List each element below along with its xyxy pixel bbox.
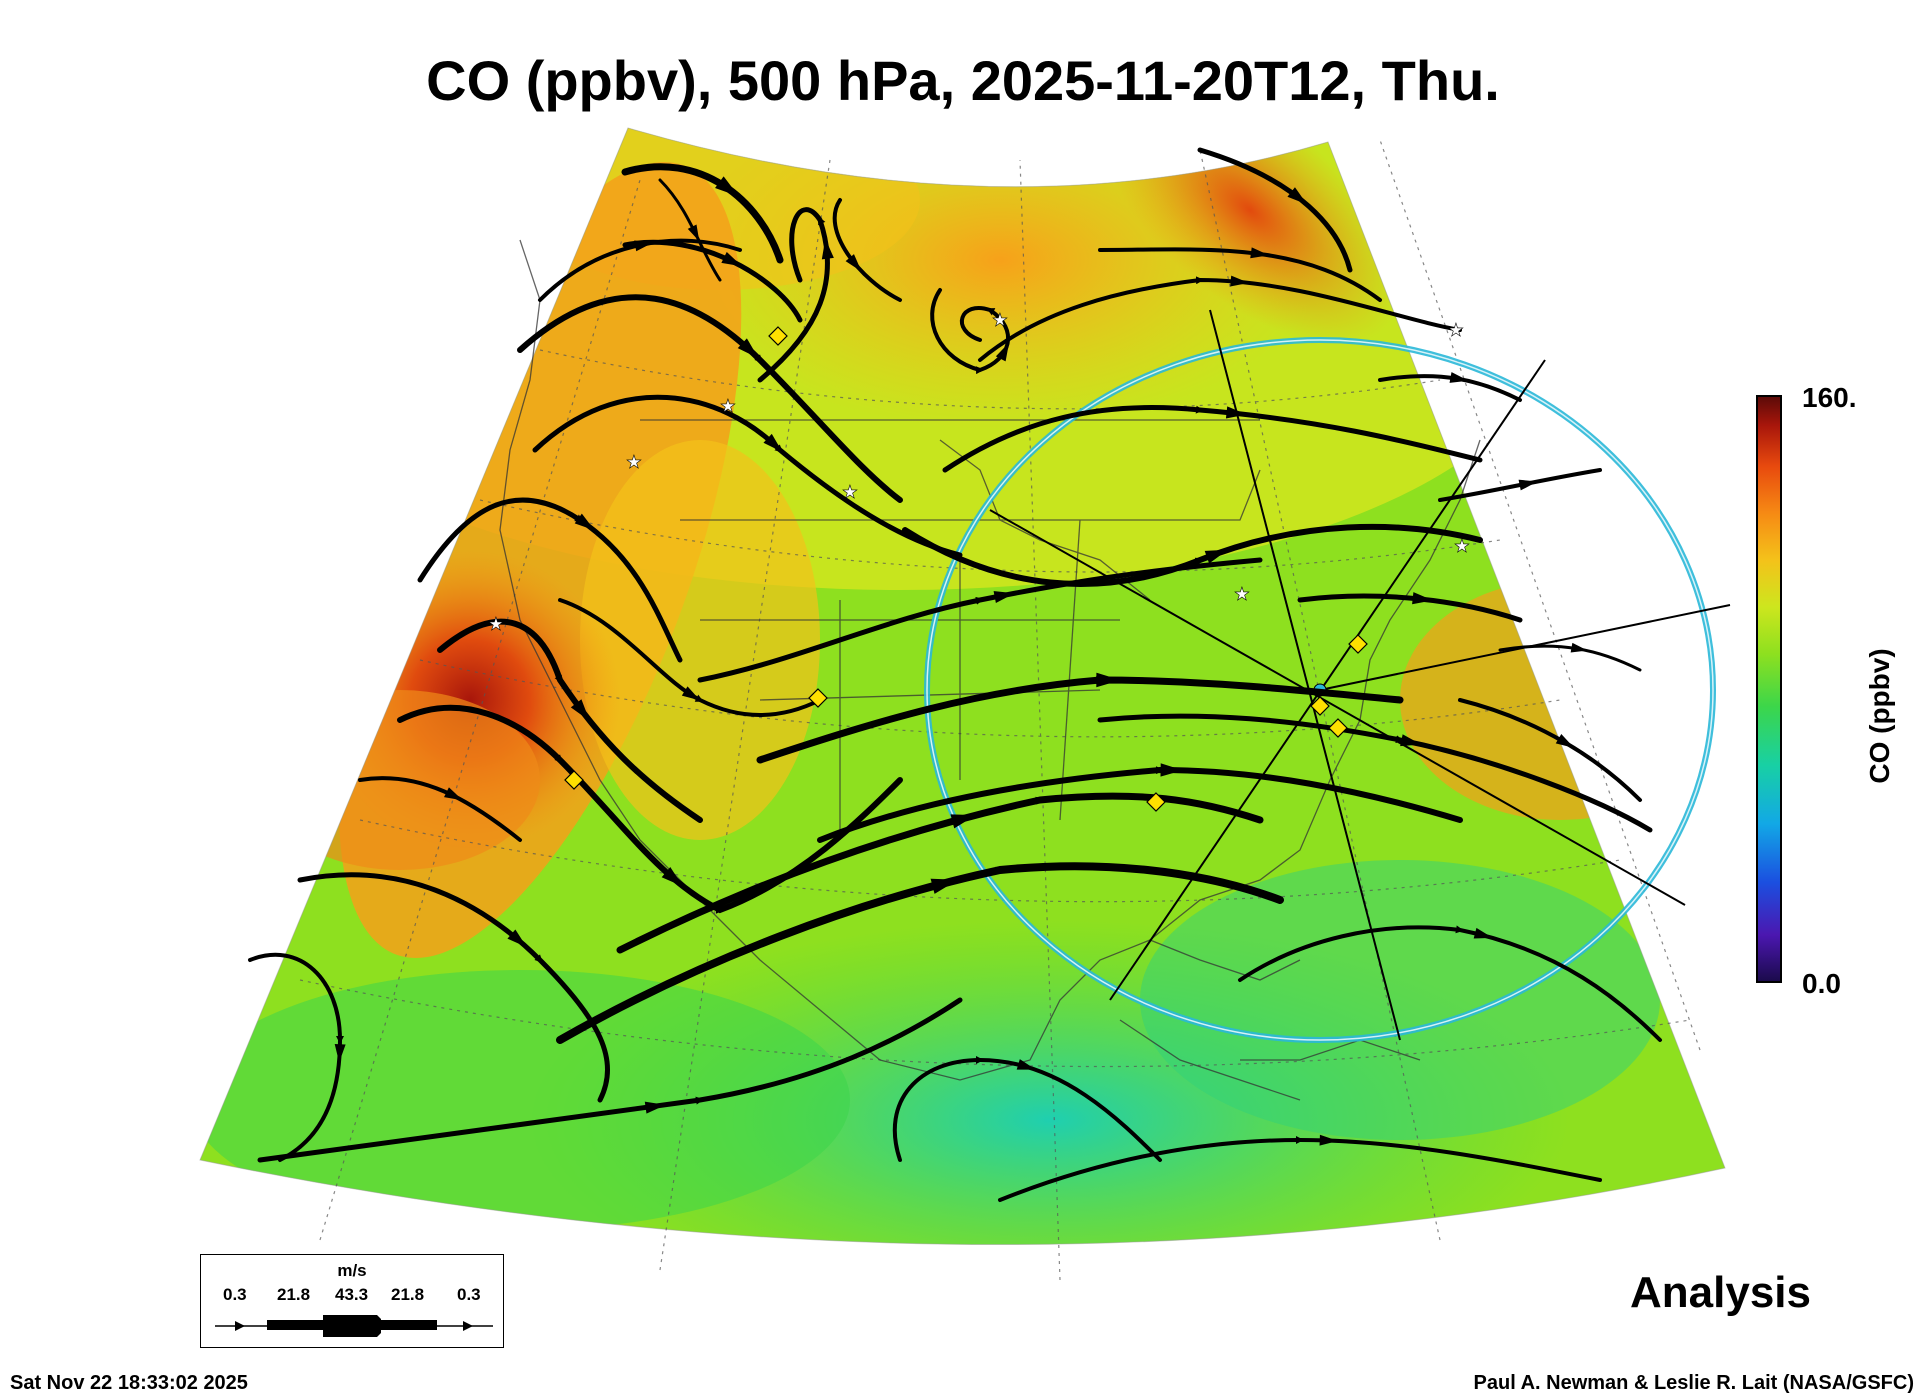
stations: ★ ★ ★ ★ ★ ★ ★ ★ [488,310,1470,812]
streamline [558,598,822,717]
streamline-arrow-icon [507,929,527,948]
streamline-arrow-icon [1250,247,1270,259]
streamline [556,862,1284,1044]
streamline-arrow-icon [763,433,783,453]
streamline [817,766,1463,843]
streamline [1097,713,1653,833]
streamline [1238,925,1662,1042]
station-diamond-icon [1328,718,1348,738]
streamline [257,997,963,1163]
streamline [1197,147,1353,273]
vector-legend-value: 0.3 [223,1285,247,1304]
station-diamond-icon [808,688,828,708]
streamline-arrow-icon [950,814,976,829]
footer-timestamp: Sat Nov 22 18:33:02 2025 [10,1372,248,1394]
vector-legend-value: 21.8 [391,1285,425,1304]
streamline-arrow-icon [995,342,1010,362]
station-star-icon: ★ [488,614,504,635]
colorbar [1756,395,1782,983]
streamline-arrow-icon [930,878,958,894]
streamline [1098,247,1382,302]
co-field [200,128,1725,1245]
streamline-arrow-icon [715,176,739,197]
streamline-arrow-icon [1412,592,1433,605]
vector-legend-value: 21.8 [277,1285,311,1304]
streamline-arrow-icon [1319,1134,1338,1146]
streamline [248,952,344,1162]
streamline [892,1055,1162,1162]
streamlines [248,147,1662,1202]
streamline-arrow-icon [1287,187,1308,205]
station-star-icon: ★ [1234,584,1250,605]
station-diamond-icon [768,326,788,346]
streamline-arrow-icon [993,591,1015,604]
vector-legend-unit: m/s [337,1261,367,1280]
streamline-arrow-icon [574,513,595,531]
streamline [978,276,1462,362]
station-star-icon: ★ [1454,536,1470,557]
streamline-arrow-icon [681,686,701,701]
station-star-icon: ★ [720,396,736,417]
streamline-arrow-icon [634,240,654,252]
streamline-arrow-icon [737,338,759,359]
streamline-arrow-icon [644,1101,666,1114]
station-star-icon: ★ [1448,320,1464,341]
streamline-arrow-icon [1570,642,1588,653]
station-star-icon: ★ [626,452,642,473]
streamline-arrow-icon [1230,275,1249,287]
station-diamond-icon [1310,696,1330,716]
streamline [397,704,903,914]
streamline-arrow-icon [570,699,590,721]
streamline-arrow-icon [1555,733,1575,748]
streamline-arrow-icon [721,251,743,267]
streamline-arrow-icon [1096,672,1121,688]
streamline-arrow-icon [1400,734,1422,747]
streamline-arrow-icon [1225,406,1247,419]
streamline [697,557,1263,683]
streamline [757,207,830,383]
station-star-icon: ★ [842,482,858,503]
vector-legend: m/s 0.3 21.8 43.3 21.8 0.3 [200,1254,504,1348]
vector-legend-value: 43.3 [335,1285,369,1304]
trajectory-ring [924,337,1716,1043]
station-star-icon: ★ [992,310,1008,331]
streamline-arrow-icon [1204,549,1228,564]
streamline-arrow-icon [1160,763,1183,777]
streamline-arrow-icon [845,254,862,272]
streamline [358,776,522,842]
colorbar-title: CO (ppbv) [1864,648,1895,784]
colorbar-max-label: 160. [1802,382,1857,413]
streamline-arrow-icon [444,787,463,801]
station-diamond-icon [564,770,584,790]
station-diamond-icon [1348,634,1368,654]
streamline-arrow-icon [1473,927,1493,939]
vector-legend-value: 0.3 [457,1285,481,1304]
footer-credit: Paul A. Newman & Leslie R. Lait (NASA/GS… [1473,1372,1914,1394]
streamline-arrow-icon [821,238,834,260]
streamline-arrow-icon [661,867,683,887]
streamline [942,405,1483,473]
status-label: Analysis [1630,1268,1811,1317]
streamline [902,523,1483,587]
streamline [616,792,1264,954]
streamline-arrow-icon [334,1043,346,1063]
streamline-arrow-icon [1518,479,1538,491]
streamline-arrow-icon [1449,372,1469,383]
streamline-arrow-icon [1016,1059,1036,1070]
station-diamond-icon [1146,792,1166,812]
colorbar-min-label: 0.0 [1802,968,1841,999]
streamline [832,198,902,302]
streamline [998,1136,1602,1202]
streamline [297,872,610,1103]
vector-legend-arrows [215,1315,493,1337]
streamline-arrow-icon [687,224,700,242]
map-title: CO (ppbv), 500 hPa, 2025-11-20T12, Thu. [426,49,1500,112]
